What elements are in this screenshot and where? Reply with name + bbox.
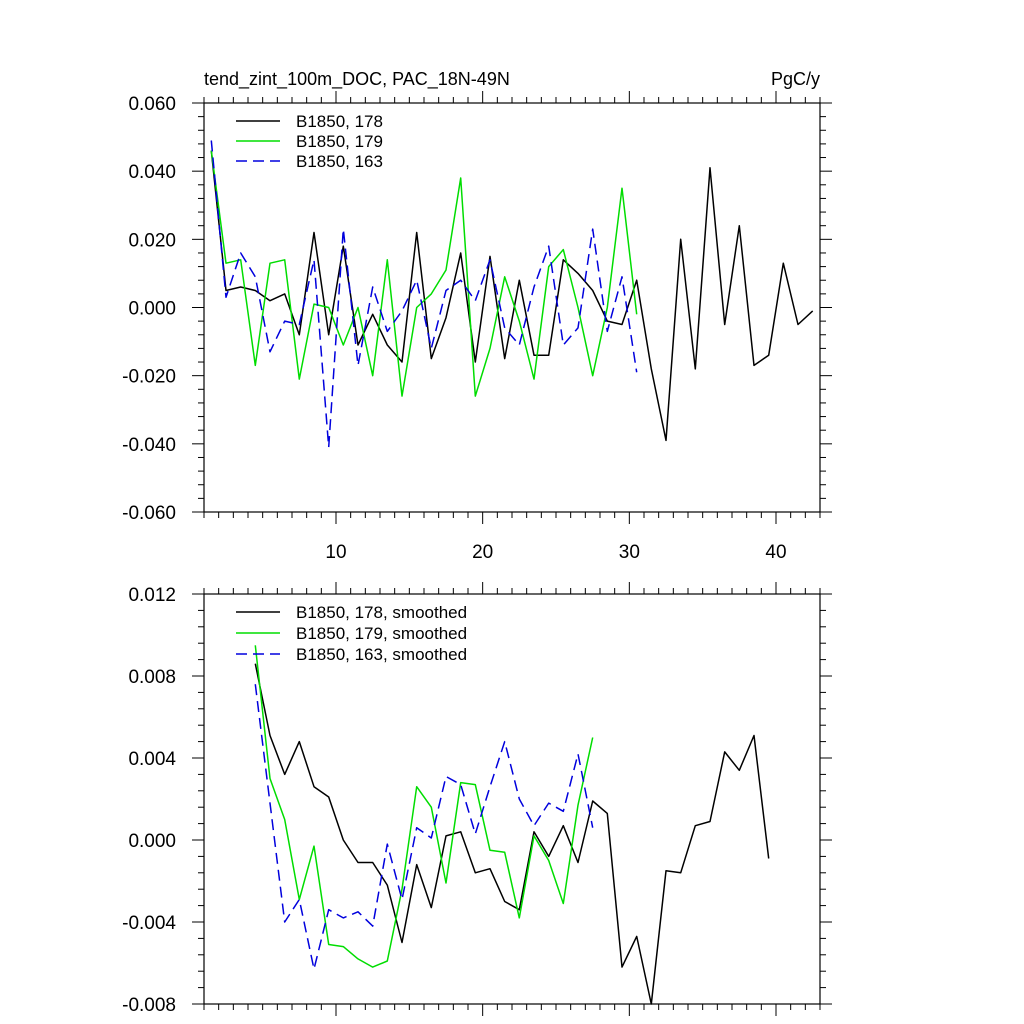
series-line-1 [254, 663, 770, 1005]
y-tick-label: 0.012 [128, 585, 176, 606]
x-tick-label: 40 [765, 542, 786, 563]
top-panel: tend_zint_100m_DOC, PAC_18N-49N PgC/y 10… [122, 69, 832, 563]
y-tick-label: 0.000 [128, 299, 176, 320]
y-tick-label: 0.020 [128, 230, 176, 251]
x-tick-label: 20 [472, 542, 493, 563]
y-tick-label: -0.060 [122, 503, 176, 524]
y-tick-label: 0.040 [128, 162, 176, 183]
y-tick-label: 0.004 [128, 749, 176, 770]
top-series-lines [210, 140, 814, 448]
bottom-axis-ticks: -0.008 -0.004 0.000 0.004 0.008 0.012 [122, 582, 832, 1016]
y-tick-label: -0.020 [122, 367, 176, 388]
y-tick-label: -0.008 [122, 995, 176, 1016]
legend-label-2: B1850, 179, smoothed [296, 624, 467, 643]
y-tick-label: 0.008 [128, 667, 176, 688]
series-line-3 [254, 684, 594, 970]
legend-label-2: B1850, 179 [296, 132, 383, 151]
legend-label-3: B1850, 163 [296, 152, 383, 171]
y-tick-label: -0.004 [122, 913, 176, 934]
chart-title: tend_zint_100m_DOC, PAC_18N-49N [204, 69, 510, 90]
units-label: PgC/y [771, 69, 820, 89]
y-tick-label: 0.000 [128, 831, 176, 852]
y-tick-label: -0.040 [122, 435, 176, 456]
series-line-3 [210, 140, 638, 448]
legend-label-3: B1850, 163, smoothed [296, 645, 467, 664]
bottom-panel: -0.008 -0.004 0.000 0.004 0.008 0.012 B1850, … [122, 582, 832, 1016]
y-tick-label: 0.060 [128, 94, 176, 115]
series-line-2 [210, 150, 638, 397]
bottom-series-lines [254, 645, 770, 1005]
x-tick-label: 10 [325, 542, 346, 563]
series-line-2 [254, 645, 594, 968]
legend-label-1: B1850, 178 [296, 112, 383, 131]
x-tick-label: 30 [619, 542, 640, 563]
legend-label-1: B1850, 178, smoothed [296, 603, 467, 622]
series-line-1 [210, 150, 814, 442]
top-axis-ticks: 10 20 30 40 -0.060 -0.040 -0.020 0.000 0.020 0.04… [122, 91, 832, 563]
bottom-legend: B1850, 178, smoothed B1850, 179, smoothed… [236, 603, 467, 664]
